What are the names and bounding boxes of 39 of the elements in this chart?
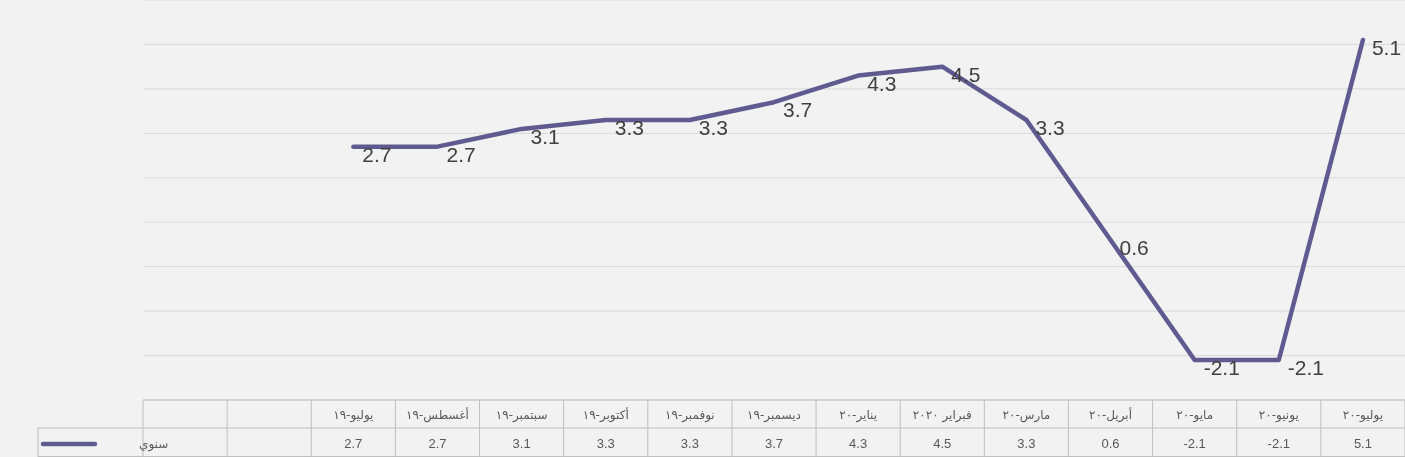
text: 3.3	[1017, 436, 1036, 451]
text: 3.3	[680, 436, 699, 451]
text: 4.5	[933, 436, 952, 451]
data-label: 2.7	[362, 142, 392, 166]
x-tick-label: ديسمبر-١٩	[747, 408, 801, 423]
x-tick-label: يونيو-٢٠	[1258, 408, 1299, 423]
data-label: 4.3	[867, 71, 897, 95]
data-label: 3.1	[530, 124, 560, 148]
x-tick-label: مايو-٢٠	[1176, 408, 1214, 423]
x-tick-label: أكتوبر-١٩	[582, 407, 629, 423]
text: 3.1	[512, 436, 531, 451]
x-tick-label: مارس-٢٠	[1002, 408, 1051, 423]
text: -2.1	[1267, 436, 1290, 451]
x-tick-label: أبريل-٢٠	[1089, 407, 1133, 423]
data-label: 3.7	[783, 98, 813, 122]
x-tick-label: أغسطس-١٩	[406, 407, 469, 423]
text: 3.7	[764, 436, 784, 451]
x-tick-label: يوليو-١٩	[333, 408, 374, 423]
text: 0.6	[1101, 436, 1120, 451]
x-tick-label: يوليو-٢٠	[1342, 408, 1384, 423]
data-label: 3.3	[614, 116, 644, 139]
text: 2.7	[344, 436, 363, 451]
text: 4.3	[849, 436, 868, 451]
text: 3.3	[596, 436, 615, 451]
x-tick-label: يناير-٢٠	[839, 408, 878, 423]
text: 5.1	[1353, 436, 1372, 451]
data-label: 0.6	[1119, 236, 1149, 259]
text: -2.1	[1183, 436, 1206, 451]
data-label: 3.3	[698, 116, 729, 139]
data-label: -2.1	[1203, 356, 1240, 379]
text: سنوي	[139, 437, 169, 452]
data-label: 3.3	[1035, 116, 1065, 139]
data-label: 5.1	[1371, 36, 1402, 59]
text: 2.7	[428, 436, 447, 451]
x-tick-label: سبتمبر-١٩	[495, 408, 548, 423]
data-label: -2.1	[1287, 356, 1324, 379]
x-tick-label: فبراير ٢٠٢٠	[912, 408, 972, 423]
x-tick-label: نوفمبر-١٩	[665, 408, 715, 423]
data-label: 2.7	[446, 142, 476, 166]
